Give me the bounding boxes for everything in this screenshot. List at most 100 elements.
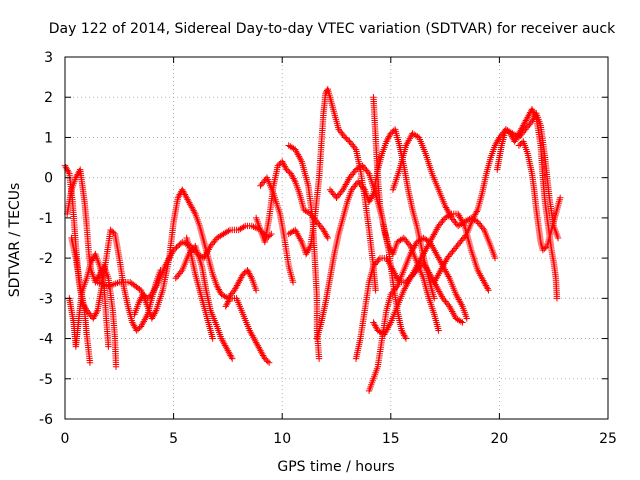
data-point xyxy=(257,347,264,354)
data-point xyxy=(217,232,224,240)
series-arc-c xyxy=(66,250,112,350)
series-arc-e xyxy=(94,186,260,322)
data-point xyxy=(261,177,268,185)
data-point xyxy=(420,234,427,242)
data-point xyxy=(515,130,523,137)
data-point xyxy=(219,292,227,299)
data-point xyxy=(355,178,362,185)
data-point xyxy=(365,198,373,205)
data-point xyxy=(329,189,336,197)
data-point xyxy=(368,193,375,201)
data-point xyxy=(218,231,226,239)
data-point xyxy=(360,184,367,192)
data-point xyxy=(459,219,467,227)
data-point xyxy=(305,246,312,253)
data-point xyxy=(348,171,356,178)
data-point xyxy=(404,239,411,247)
series-arc-w xyxy=(515,138,564,254)
data-point xyxy=(502,126,510,133)
data-point xyxy=(409,271,417,279)
data-point xyxy=(338,188,345,195)
data-point xyxy=(482,282,490,289)
data-point xyxy=(449,216,457,223)
data-point xyxy=(237,275,244,283)
data-point xyxy=(320,226,327,234)
y-tick-label: -2 xyxy=(39,251,53,267)
y-tick-label: 3 xyxy=(44,50,53,66)
series-arc-d xyxy=(68,234,94,366)
data-point xyxy=(529,107,537,115)
data-point xyxy=(532,112,539,119)
data-point xyxy=(526,121,533,128)
data-point xyxy=(288,172,295,179)
data-point xyxy=(335,126,342,133)
data-point xyxy=(240,223,247,231)
data-point xyxy=(387,246,394,253)
data-point xyxy=(477,221,484,229)
data-point xyxy=(215,286,222,293)
data-point xyxy=(339,131,346,138)
data-point xyxy=(226,350,233,358)
data-point xyxy=(130,320,137,328)
data-point xyxy=(225,298,232,305)
data-point xyxy=(403,238,410,245)
series-arc-v xyxy=(494,106,561,302)
data-point xyxy=(338,129,345,136)
data-point xyxy=(493,139,500,146)
data-point xyxy=(318,225,326,232)
data-point xyxy=(453,243,460,251)
data-point xyxy=(186,199,193,206)
data-point xyxy=(227,352,234,359)
data-point xyxy=(107,226,114,234)
data-point xyxy=(455,240,463,247)
data-point xyxy=(511,138,518,145)
data-point xyxy=(492,140,500,148)
data-point xyxy=(316,221,323,229)
data-point xyxy=(182,192,189,200)
data-point xyxy=(89,255,97,263)
y-tick-label: -1 xyxy=(39,211,53,227)
data-point xyxy=(302,250,310,258)
data-point xyxy=(112,363,120,370)
data-point xyxy=(322,229,329,237)
series-arc-h xyxy=(183,234,216,342)
data-point xyxy=(470,214,477,222)
data-point xyxy=(190,207,197,214)
data-point xyxy=(303,249,311,256)
data-point xyxy=(436,221,444,228)
data-point xyxy=(435,222,442,230)
data-point xyxy=(346,138,353,145)
data-point xyxy=(519,123,526,131)
data-point xyxy=(348,141,356,148)
data-point xyxy=(461,233,468,241)
data-point xyxy=(209,335,216,342)
data-point xyxy=(237,225,244,233)
ticks xyxy=(64,56,609,420)
data-point xyxy=(234,280,242,288)
data-point xyxy=(410,131,418,138)
data-point xyxy=(86,359,94,366)
data-point xyxy=(171,245,179,252)
data-point xyxy=(209,239,217,247)
data-point xyxy=(459,319,466,326)
data-point xyxy=(245,270,253,277)
x-tick-label: 25 xyxy=(599,431,617,447)
data-point xyxy=(514,133,521,140)
data-point xyxy=(130,322,138,329)
data-point xyxy=(350,169,357,177)
data-point xyxy=(231,287,238,294)
data-point xyxy=(304,247,312,255)
data-point xyxy=(525,112,532,119)
data-point xyxy=(483,283,491,291)
data-point xyxy=(175,271,182,279)
data-point xyxy=(359,162,366,169)
data-point xyxy=(238,224,246,232)
series-arc-t xyxy=(389,130,499,262)
tick-labels: 0 5 10 15 20 25 -6 -5 -4 -3 -2 -1 0 1 2 3 xyxy=(39,50,617,447)
data-point xyxy=(524,122,532,130)
data-point xyxy=(300,206,308,214)
data-point xyxy=(183,194,190,201)
data-point xyxy=(516,128,524,136)
data-point xyxy=(235,279,242,286)
